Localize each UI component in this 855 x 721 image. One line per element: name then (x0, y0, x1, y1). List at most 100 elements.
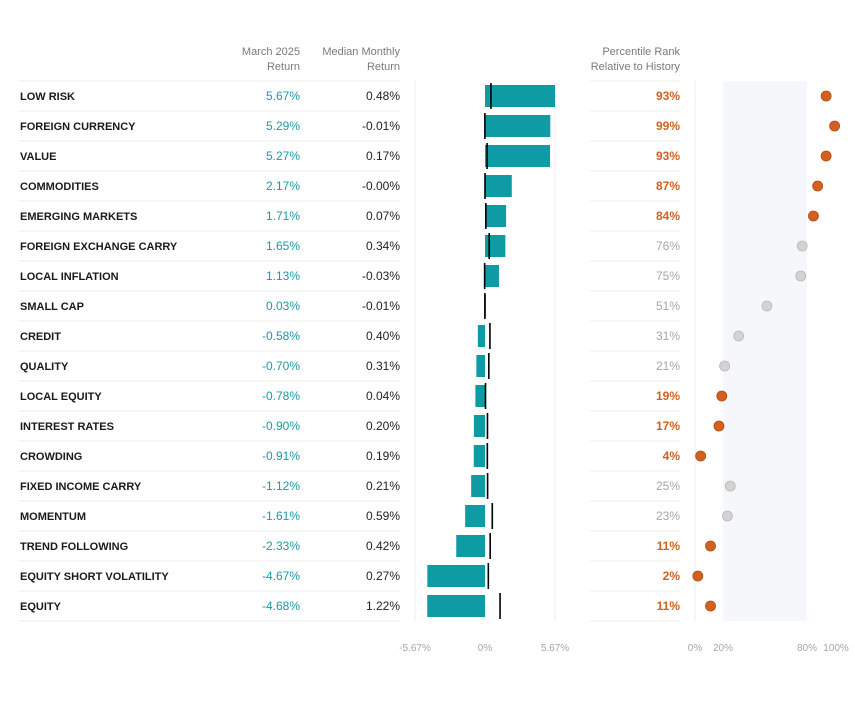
factor-label: LOCAL INFLATION (20, 271, 119, 283)
return-value: 5.29% (266, 119, 300, 133)
factor-label: EQUITY (20, 601, 62, 613)
percentile-dot (705, 540, 716, 552)
median-value: -0.00% (362, 179, 400, 193)
median-value: -0.03% (362, 269, 400, 283)
factor-label: SMALL CAP (20, 301, 84, 313)
percentile-value: 93% (656, 89, 680, 103)
factor-label: VALUE (20, 151, 56, 163)
median-value: 0.20% (366, 419, 400, 433)
table-row: FOREIGN EXCHANGE CARRY 1.65% 0.34% 76% (20, 233, 808, 259)
percentile-value: 76% (656, 239, 680, 253)
factor-label: COMMODITIES (20, 181, 99, 193)
percentile-dot (820, 150, 832, 162)
return-value: -0.90% (262, 419, 300, 433)
dot-tick-0: 0% (688, 643, 703, 654)
table-row: FIXED INCOME CARRY -1.12% 0.21% 25% (20, 473, 736, 499)
return-bar (485, 205, 507, 227)
median-header-line1: Median Monthly (322, 46, 400, 58)
return-header-line2: Return (267, 61, 300, 73)
return-value: -0.91% (262, 449, 300, 463)
percentile-value: 17% (656, 419, 680, 433)
dot-tick-20: 20% (713, 643, 733, 654)
median-value: 0.04% (366, 389, 400, 403)
percentile-value: 99% (656, 119, 680, 133)
return-bar (485, 175, 512, 197)
return-bar (465, 505, 485, 527)
return-bar (485, 145, 551, 167)
percentile-normal-band (723, 81, 807, 621)
return-value: -4.67% (262, 569, 300, 583)
table-row: CROWDING -0.91% 0.19% 4% (20, 443, 707, 469)
median-value: 0.27% (366, 569, 400, 583)
percentile-dot (692, 570, 704, 582)
percentile-dot (812, 180, 824, 192)
return-value: -0.70% (262, 359, 300, 373)
table-row: FOREIGN CURRENCY 5.29% -0.01% 99% (20, 113, 840, 139)
factor-label: INTEREST RATES (20, 421, 114, 433)
factor-label: QUALITY (20, 361, 69, 373)
factor-label: CROWDING (20, 451, 82, 463)
percentile-value: 25% (656, 479, 680, 493)
median-value: 0.21% (366, 479, 400, 493)
table-row: QUALITY -0.70% 0.31% 21% (20, 353, 731, 379)
percentile-dot (761, 300, 773, 312)
return-value: -1.12% (262, 479, 300, 493)
percentile-dot (716, 390, 728, 402)
return-value: 0.03% (266, 299, 300, 313)
percentile-dot (724, 480, 736, 492)
median-value: 0.34% (366, 239, 400, 253)
return-value: -0.78% (262, 389, 300, 403)
percentile-value: 23% (656, 509, 680, 523)
factor-label: MOMENTUM (20, 511, 86, 523)
percentile-header-line2: Relative to History (591, 61, 681, 73)
percentile-dot (796, 240, 808, 252)
median-header-line2: Return (367, 61, 400, 73)
return-value: 5.67% (266, 89, 300, 103)
factor-label: FIXED INCOME CARRY (20, 481, 142, 493)
factor-label: EMERGING MARKETS (20, 211, 137, 223)
return-value: -1.61% (262, 509, 300, 523)
table-row: TREND FOLLOWING -2.33% 0.42% 11% (20, 533, 716, 559)
table-row: EMERGING MARKETS 1.71% 0.07% 84% (20, 203, 819, 229)
return-value: 1.13% (266, 269, 300, 283)
percentile-dot (695, 450, 707, 462)
percentile-dot (719, 360, 731, 372)
percentile-dot (705, 600, 716, 612)
return-bar (471, 475, 485, 497)
median-value: 0.42% (366, 539, 400, 553)
return-bar (485, 115, 551, 137)
median-value: 0.59% (366, 509, 400, 523)
percentile-value: 31% (656, 329, 680, 343)
percentile-dot (808, 210, 819, 222)
percentile-value: 84% (656, 209, 680, 223)
percentile-value: 4% (663, 449, 681, 463)
median-value: 0.07% (366, 209, 400, 223)
return-bar (427, 565, 485, 587)
table-row: VALUE 5.27% 0.17% 93% (20, 143, 832, 169)
factor-label: CREDIT (20, 331, 61, 343)
return-bar (485, 265, 499, 287)
return-value: 5.27% (266, 149, 300, 163)
return-header-line1: March 2025 (242, 46, 300, 58)
return-bar (485, 235, 506, 257)
return-value: 2.17% (266, 179, 300, 193)
return-bar (476, 355, 485, 377)
table-row: COMMODITIES 2.17% -0.00% 87% (20, 173, 824, 199)
factor-label: LOCAL EQUITY (20, 391, 102, 403)
return-value: 1.71% (266, 209, 300, 223)
dot-tick-80: 80% (797, 643, 817, 654)
table-row: LOCAL EQUITY -0.78% 0.04% 19% (20, 383, 728, 409)
table-row: SMALL CAP 0.03% -0.01% 51% (20, 293, 773, 319)
median-value: 0.17% (366, 149, 400, 163)
percentile-dot (722, 510, 733, 522)
percentile-value: 2% (663, 569, 681, 583)
table-row: LOW RISK 5.67% 0.48% 93% (20, 83, 832, 109)
bar-tick-pos: 5.67% (541, 643, 569, 654)
table-row: EQUITY SHORT VOLATILITY -4.67% 0.27% 2% (20, 563, 704, 589)
factor-label: FOREIGN CURRENCY (20, 121, 136, 133)
percentile-dot (713, 420, 725, 432)
bar-tick-neg: -5.67% (399, 643, 431, 654)
factor-label: EQUITY SHORT VOLATILITY (20, 571, 169, 583)
percentile-value: 87% (656, 179, 680, 193)
